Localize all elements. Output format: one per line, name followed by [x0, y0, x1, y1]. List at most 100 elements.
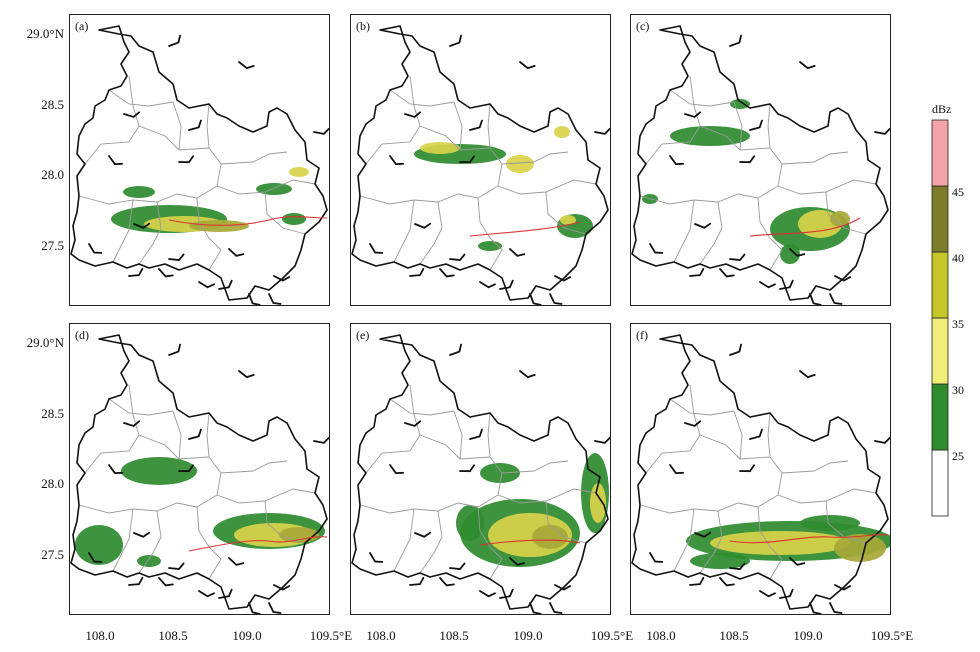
wind-barb	[649, 240, 664, 257]
wind-barb	[519, 365, 536, 381]
longitude-tick-label: 109.0	[513, 628, 542, 643]
wind-barb	[268, 290, 282, 306]
wind-barb	[108, 460, 123, 478]
panel-frame	[630, 323, 891, 615]
wind-barb	[228, 243, 245, 260]
storm-track-line	[749, 217, 861, 237]
wind-barb	[248, 599, 261, 615]
longitude-tick-label: 109.5°E	[871, 628, 913, 643]
longitude-tick-label: 108.5	[158, 628, 187, 643]
panel-label: (d)	[75, 328, 89, 342]
wind-barb	[727, 343, 745, 356]
wind-barb	[467, 119, 485, 131]
reflectivity-colorbar: dBz 25 30 35 40 45	[931, 102, 964, 517]
radar-echo	[420, 142, 460, 154]
wind-barb	[759, 585, 776, 600]
radar-echo	[730, 99, 750, 109]
wind-barb	[834, 578, 852, 593]
wind-barb	[739, 464, 756, 473]
wind-barb	[313, 434, 330, 445]
wind-barb	[727, 34, 745, 47]
panel-c: (c)	[630, 14, 891, 306]
wind-barb	[449, 561, 466, 571]
colorbar-tick-label: 25	[952, 449, 964, 463]
latitude-tick-label: 28.0	[41, 476, 64, 491]
wind-barb	[729, 252, 746, 262]
storm-track-line	[188, 536, 328, 552]
latitude-tick-label: 29.0°N	[27, 335, 65, 350]
county-boundaries	[78, 75, 316, 271]
colorbar-tick-label: 30	[952, 383, 964, 397]
radar-echo	[830, 211, 850, 227]
wind-barb	[694, 217, 712, 231]
wind-barb	[166, 34, 184, 47]
radar-echo	[279, 527, 319, 543]
wind-barb	[238, 365, 255, 381]
region-boundary	[631, 334, 889, 610]
wind-barb	[834, 269, 852, 284]
wind-barb	[273, 578, 291, 593]
wind-barb	[688, 576, 705, 586]
colorbar-segment	[931, 251, 949, 319]
wind-barb	[248, 290, 261, 306]
longitude-tick-label: 108.0	[85, 628, 114, 643]
wind-barb	[549, 599, 563, 615]
latitude-tick-label: 27.5	[41, 238, 64, 253]
wind-barb	[414, 526, 432, 540]
wind-barb	[747, 428, 765, 440]
longitude-tick-label: 109.5°E	[591, 628, 633, 643]
panel-d: (d)	[69, 323, 330, 615]
radar-echo	[800, 515, 860, 531]
wind-barb	[684, 416, 702, 428]
wind-barb	[186, 428, 204, 440]
radar-echo	[189, 220, 249, 232]
wind-barb	[809, 290, 822, 306]
wind-barb	[186, 119, 204, 131]
region-boundary	[351, 334, 609, 610]
longitude-tick-label: 109.5°E	[310, 628, 352, 643]
wind-barb	[447, 34, 465, 47]
wind-barb	[178, 155, 195, 164]
radar-echo	[532, 525, 568, 549]
wind-barb	[273, 269, 291, 284]
wind-barb	[127, 267, 144, 277]
colorbar-segment	[931, 185, 949, 253]
storm-track-line	[479, 539, 581, 546]
radar-echo	[554, 126, 570, 138]
wind-barb	[594, 125, 611, 136]
radar-echo	[123, 186, 155, 198]
longitude-tick-label: 108.0	[366, 628, 395, 643]
wind-barb	[217, 279, 234, 290]
wind-barb	[778, 279, 795, 290]
colorbar-tick-label: 45	[952, 185, 964, 199]
colorbar-segment	[931, 119, 949, 187]
wind-barb	[479, 585, 496, 600]
colorbar-segment	[931, 383, 949, 451]
wind-barb	[228, 552, 245, 569]
wind-barb	[684, 107, 702, 119]
wind-barb	[313, 125, 330, 136]
wind-barb	[166, 343, 184, 356]
radar-echo	[121, 457, 197, 485]
panel-label: (e)	[356, 328, 369, 342]
colorbar-segment	[931, 317, 949, 385]
wind-barb	[649, 549, 664, 566]
panel-a: (a)	[69, 14, 330, 306]
wind-barb	[268, 599, 282, 615]
wind-barb	[467, 428, 485, 440]
longitude-tick-label: 108.0	[646, 628, 675, 643]
panel-frame	[69, 323, 330, 615]
wind-barb	[554, 269, 572, 284]
radar-echo	[780, 244, 800, 264]
radar-echo	[137, 555, 161, 567]
wind-barb	[549, 290, 563, 306]
wind-barb	[829, 290, 843, 306]
radar-echo	[690, 553, 750, 569]
wind-barb	[594, 434, 611, 445]
wind-barb	[389, 460, 404, 478]
latitude-tick-label: 27.5	[41, 547, 64, 562]
panel-b: (b)	[350, 14, 611, 306]
panel-frame	[350, 323, 611, 615]
wind-barb	[778, 588, 795, 599]
